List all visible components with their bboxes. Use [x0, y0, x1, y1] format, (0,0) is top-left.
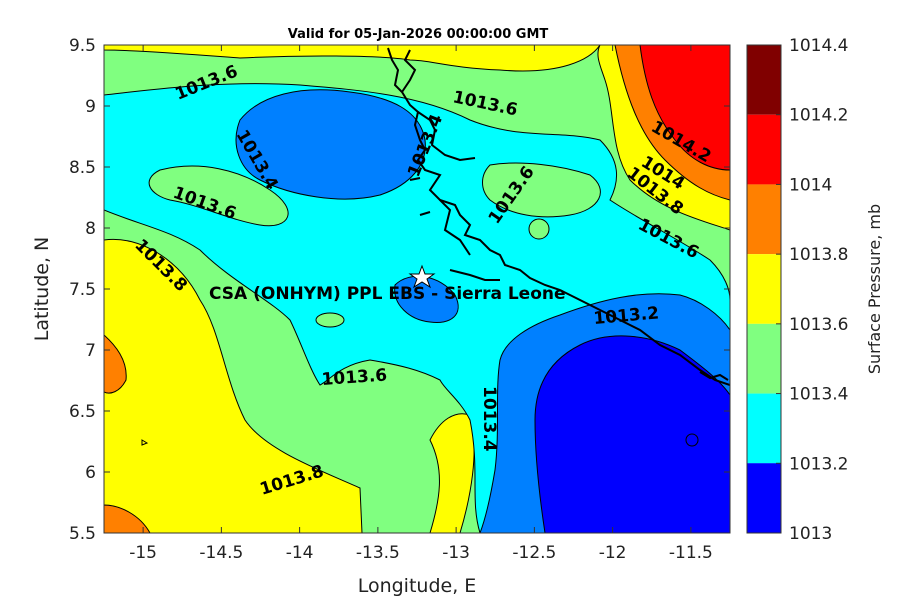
x-axis-label: Longitude, E: [358, 575, 477, 597]
colorbar-segment: [747, 393, 781, 464]
y-axis-ticks: 9.5 9 8.5 8 7.5 7 6.5 6 5.5: [69, 36, 730, 544]
x-tick-label: -14.5: [199, 543, 243, 563]
colorbar-segment: [747, 254, 781, 324]
y-tick-label: 7.5: [69, 280, 96, 300]
y-axis-label: Latitude, N: [31, 237, 53, 342]
x-tick-label: -12.5: [512, 543, 556, 563]
site-label: CSA (ONHYM) PPL EBS - Sierra Leone: [209, 284, 566, 304]
y-tick-label: 6: [85, 463, 96, 483]
x-tick-label: -12: [599, 543, 627, 563]
contour-label: 1013.6: [321, 365, 388, 390]
colorbar: 1014.4 1014.2 1014 1013.8 1013.6 1013.4 1013.2…: [746, 36, 848, 544]
colorbar-tick-label: 1013.8: [789, 245, 848, 265]
colorbar-tick-label: 1013.6: [789, 315, 848, 335]
x-tick-label: -14: [286, 543, 314, 563]
site-marker[interactable]: [408, 264, 436, 289]
colorbar-segment: [747, 323, 781, 394]
y-tick-label: 8.5: [69, 158, 96, 178]
colorbar-segment: [747, 114, 781, 185]
colorbar-tick-label: 1013: [789, 524, 832, 544]
x-tick-label: -11.5: [669, 543, 713, 563]
x-axis-ticks: -15 -14.5 -14 -13.5 -13 -12.5 -12 -11.5: [129, 45, 713, 563]
colorbar-label: Surface Pressure, mb: [865, 204, 884, 374]
colorbar-tick-label: 1014: [789, 175, 832, 195]
colorbar-segment: [747, 45, 781, 115]
colorbar-segment: [747, 463, 781, 533]
y-tick-label: 7: [85, 341, 96, 361]
colorbar-tick-label: 1014.2: [789, 106, 848, 126]
star-icon: [408, 264, 436, 289]
y-tick-label: 9: [85, 97, 96, 117]
coastline: [387, 47, 730, 386]
colorbar-tick-label: 1013.2: [789, 454, 848, 474]
colorbar-tick-label: 1013.4: [789, 385, 848, 405]
y-tick-label: 9.5: [69, 36, 96, 56]
y-tick-label: 5.5: [69, 524, 96, 544]
x-tick-label: -13: [442, 543, 470, 563]
x-tick-label: -15: [129, 543, 157, 563]
y-tick-label: 8: [85, 219, 96, 239]
x-tick-label: -13.5: [356, 543, 400, 563]
y-tick-label: 6.5: [69, 402, 96, 422]
contour-label: 1013.4: [479, 386, 499, 452]
contour-fill: [104, 45, 730, 533]
colorbar-segment: [747, 184, 781, 255]
colorbar-frame: [746, 44, 782, 534]
map-title: Valid for 05-Jan-2026 00:00:00 GMT: [288, 27, 549, 42]
colorbar-tick-label: 1014.4: [789, 36, 848, 56]
